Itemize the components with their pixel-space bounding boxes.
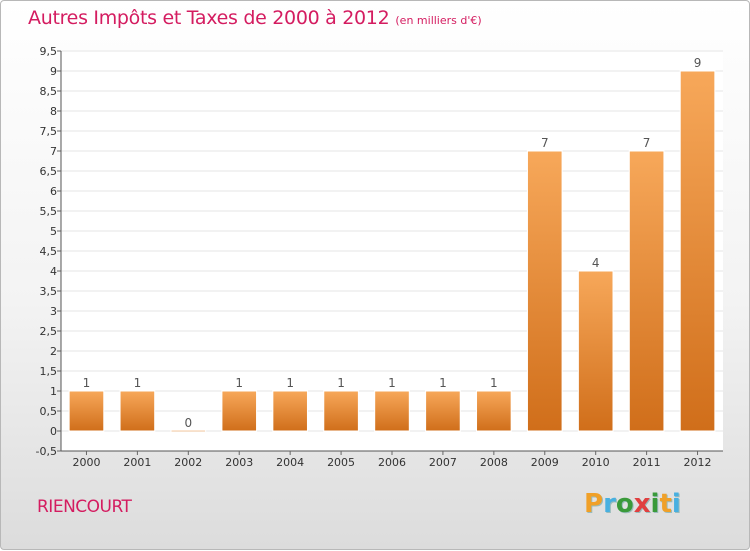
brand-letter: P (584, 489, 604, 519)
x-tick-label: 2005 (327, 456, 355, 469)
y-tick-label: 4 (50, 265, 57, 278)
data-label: 1 (134, 376, 142, 390)
data-label: 1 (83, 376, 91, 390)
data-label: 9 (694, 56, 702, 70)
x-tick-label: 2011 (633, 456, 661, 469)
y-tick-label: 9,5 (40, 45, 58, 58)
x-tick-label: 2000 (72, 456, 100, 469)
y-tick-label: 8 (50, 105, 57, 118)
bar (526, 150, 563, 432)
data-label: 7 (643, 136, 651, 150)
brand-letter: r (603, 489, 616, 519)
y-tick-label: 1 (50, 385, 57, 398)
data-label: 1 (439, 376, 447, 390)
y-tick-label: 7 (50, 145, 57, 158)
y-tick-label: 4,5 (40, 245, 58, 258)
y-tick-label: 0 (50, 425, 57, 438)
brand-letter: t (659, 489, 672, 519)
y-tick-label: 5,5 (40, 205, 58, 218)
chart-title: Autres Impôts et Taxes de 2000 à 2012 (en… (28, 7, 482, 29)
bar (119, 390, 156, 432)
y-tick-label: 7,5 (40, 125, 58, 138)
x-tick-label: 2002 (174, 456, 202, 469)
x-tick-label: 2001 (123, 456, 151, 469)
bar (425, 390, 461, 432)
data-label: 1 (286, 376, 294, 390)
y-tick-label: 1,5 (40, 365, 58, 378)
data-label: 1 (490, 376, 498, 390)
y-tick-label: 0,5 (40, 405, 58, 418)
y-tick-label: 9 (50, 65, 57, 78)
bar (68, 390, 105, 432)
brand-letter: i (671, 489, 681, 519)
data-label: 7 (541, 136, 549, 150)
brand-letter: o (615, 489, 634, 519)
bar (628, 150, 665, 432)
x-tick-label: 2006 (378, 456, 406, 469)
y-tick-label: 3,5 (40, 285, 58, 298)
y-tick-label: -0,5 (36, 445, 57, 458)
data-label: 4 (592, 256, 600, 270)
commune-name: RIENCOURT (37, 497, 132, 517)
y-tick-label: 5 (50, 225, 57, 238)
y-tick-label: 6,5 (40, 165, 58, 178)
bar (577, 270, 614, 432)
brand-letter: x (633, 489, 651, 519)
bar (221, 390, 258, 432)
x-tick-label: 2009 (531, 456, 559, 469)
bar (374, 390, 410, 432)
x-tick-label: 2008 (480, 456, 508, 469)
x-tick-label: 2003 (225, 456, 253, 469)
y-tick-label: 8,5 (40, 85, 58, 98)
x-tick-label: 2004 (276, 456, 304, 469)
y-tick-label: 6 (50, 185, 57, 198)
y-tick-label: 2 (50, 345, 57, 358)
bar (170, 429, 207, 433)
chart-subtitle: (en milliers d'€) (395, 14, 482, 27)
x-tick-label: 2010 (582, 456, 610, 469)
data-label: 1 (235, 376, 243, 390)
data-label: 1 (337, 376, 345, 390)
chart-title-text: Autres Impôts et Taxes de 2000 à 2012 (28, 7, 390, 29)
x-tick-label: 2007 (429, 456, 457, 469)
data-label: 1 (388, 376, 396, 390)
bar (272, 390, 308, 432)
y-tick-label: 3 (50, 305, 57, 318)
brand-letter: i (650, 489, 660, 519)
brand-logo: Proxiti (584, 489, 681, 519)
bar (476, 390, 512, 432)
data-label: 0 (184, 416, 192, 430)
bar (323, 390, 359, 432)
x-tick-label: 2012 (684, 456, 712, 469)
bar (679, 70, 716, 432)
y-tick-label: 2,5 (40, 325, 58, 338)
